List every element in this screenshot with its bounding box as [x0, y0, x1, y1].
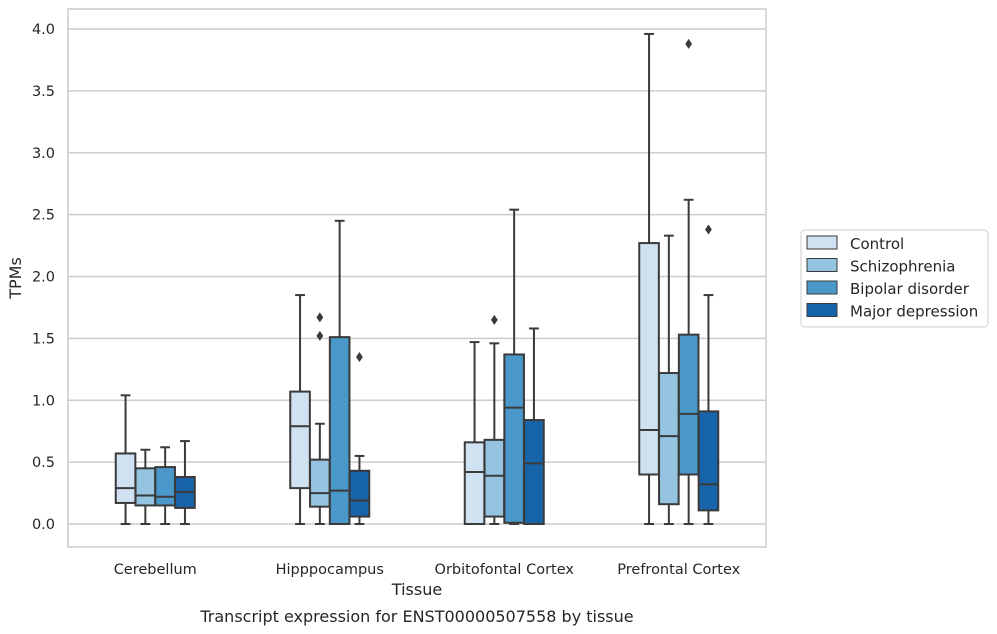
box-iqr [677, 333, 700, 476]
x-tick-label: Orbitofontal Cortex [435, 562, 575, 578]
outlier-point [685, 38, 693, 49]
box-iqr [309, 458, 331, 508]
box-iqr [134, 467, 157, 507]
x-tick-label: Hipppocampus [276, 562, 384, 578]
box [309, 312, 331, 525]
legend-swatch [806, 258, 838, 272]
box-iqr [697, 410, 720, 512]
x-axis-label: Tissue [391, 580, 442, 599]
box-iqr [154, 466, 176, 507]
legend: Control Schizophrenia Bipolar disorder Majo… [800, 229, 989, 328]
outlier-point [316, 312, 324, 323]
box [114, 394, 137, 525]
outlier-point [490, 314, 498, 325]
y-tick-label: 0.0 [32, 517, 55, 533]
box-iqr [114, 452, 137, 504]
series-control [114, 32, 660, 526]
legend-item: Major depression [806, 303, 978, 321]
box [154, 446, 176, 525]
series-major-depression [174, 224, 720, 525]
outlier-point [705, 224, 712, 235]
y-tick-label: 2.0 [32, 270, 55, 286]
box [174, 440, 196, 525]
box-iqr [348, 469, 371, 518]
y-axis-ticks: 0.0 0.5 1.0 1.5 2.0 2.5 3.0 3.5 4.0 [32, 22, 55, 533]
y-tick-label: 3.0 [32, 146, 55, 162]
plot-frame [67, 8, 767, 548]
box [134, 448, 157, 525]
y-tick-label: 1.0 [32, 393, 55, 409]
legend-swatch [806, 280, 838, 295]
box-series-group [114, 32, 720, 526]
box [523, 327, 545, 525]
series-schizophrenia [134, 234, 680, 525]
legend-item: Bipolar disorder [806, 280, 970, 298]
box-iqr [328, 336, 351, 526]
x-axis-ticks: Cerebellum Hipppocampus Orbitofontal Corte… [114, 562, 741, 578]
box [328, 219, 351, 526]
legend-swatch [806, 303, 838, 317]
legend-item: Schizophrenia [806, 258, 955, 276]
box [638, 32, 660, 525]
y-tick-label: 4.0 [32, 22, 55, 38]
y-tick-label: 0.5 [32, 455, 55, 471]
box [348, 351, 371, 525]
y-tick-label: 2.5 [32, 208, 55, 224]
box-iqr [483, 438, 506, 518]
legend-label: Major depression [850, 303, 978, 321]
box-iqr [523, 419, 545, 525]
x-tick-label: Prefrontal Cortex [617, 562, 740, 578]
box [483, 314, 506, 525]
legend-label: Schizophrenia [850, 258, 955, 276]
box [677, 38, 700, 525]
legend-label: Bipolar disorder [850, 280, 970, 298]
box [463, 341, 486, 526]
outlier-point [356, 351, 363, 362]
legend-item: Control [806, 235, 904, 253]
box [503, 208, 525, 525]
box-iqr [658, 372, 680, 506]
legend-label: Control [850, 235, 904, 253]
box [658, 234, 680, 525]
box [289, 294, 311, 525]
legend-swatch [806, 235, 838, 250]
y-tick-label: 1.5 [32, 331, 55, 347]
chart-caption: Transcript expression for ENST0000050755… [199, 607, 633, 626]
box [697, 224, 720, 525]
box-iqr [289, 390, 311, 490]
box-iqr [638, 242, 660, 476]
legend-frame [800, 229, 989, 328]
y-axis-label: TPMs [6, 257, 25, 300]
x-tick-label: Cerebellum [114, 562, 197, 578]
outlier-point [316, 330, 324, 341]
series-bipolar-disorder [154, 38, 700, 526]
y-tick-label: 3.5 [32, 84, 55, 100]
box-iqr [463, 441, 486, 526]
box-iqr [503, 353, 525, 524]
